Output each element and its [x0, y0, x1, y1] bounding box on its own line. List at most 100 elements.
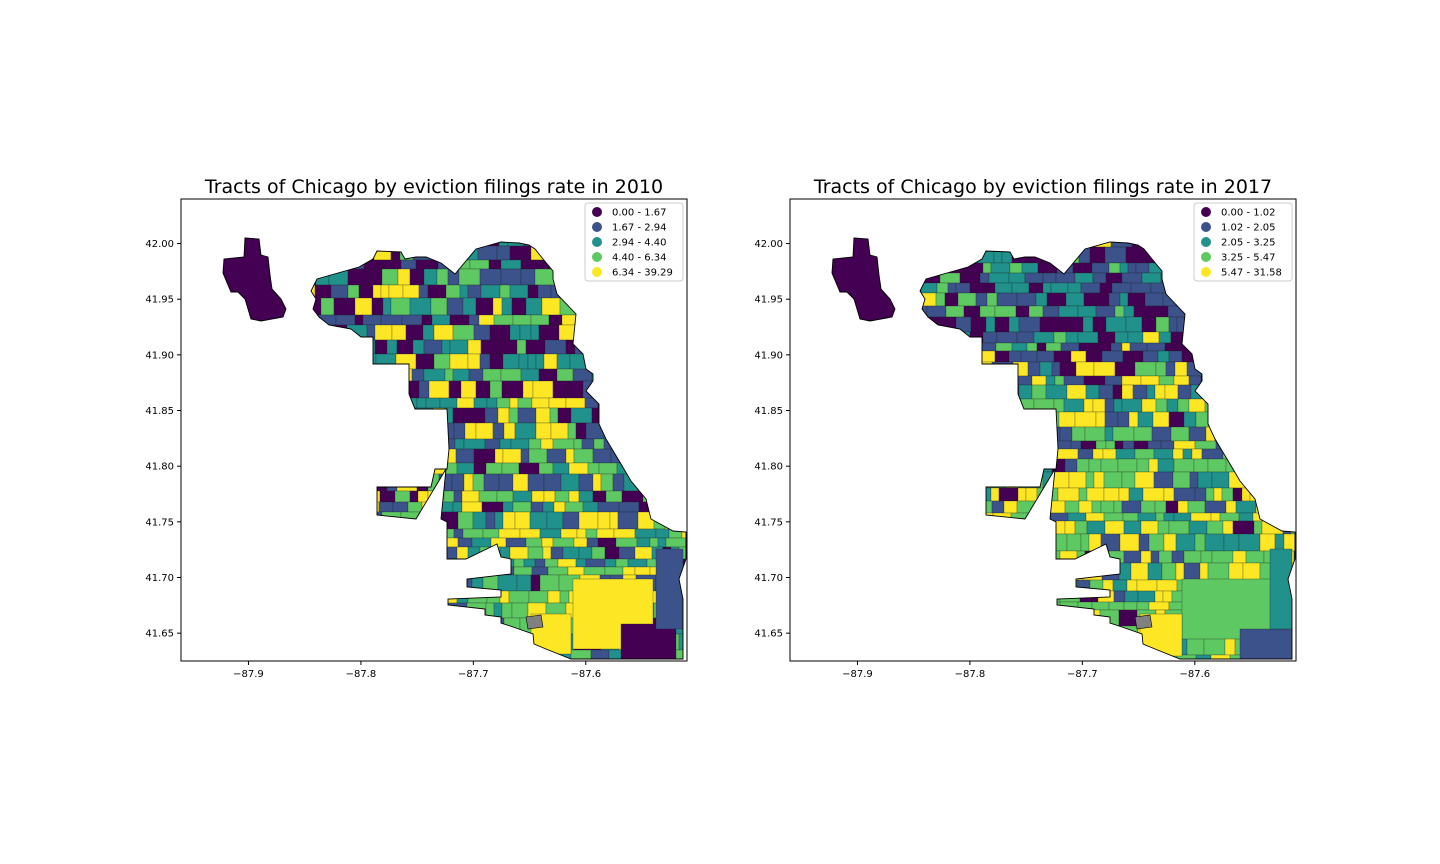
tract-cell	[400, 259, 417, 270]
tract-cell	[1121, 500, 1142, 514]
tract-cell	[548, 314, 563, 326]
legend-swatch	[592, 222, 602, 232]
tract-cell	[1104, 520, 1125, 535]
tract-cell	[1098, 384, 1114, 400]
tract-cell	[546, 511, 564, 530]
tract-cell	[979, 272, 990, 284]
tract-cell	[945, 305, 965, 318]
tract-cell	[1274, 533, 1285, 552]
tract-cell	[1153, 305, 1169, 318]
tract-cell	[354, 297, 373, 316]
tract-cell	[1195, 654, 1212, 659]
tract-cell	[473, 324, 491, 341]
tract-cell	[1125, 316, 1143, 333]
tract-cell	[379, 490, 396, 503]
tract-cell	[687, 439, 699, 449]
tract-cell	[512, 314, 532, 326]
tract-cell	[1025, 487, 1038, 502]
tract-cell	[549, 407, 559, 424]
tract-cell	[371, 297, 384, 316]
tract-cell	[1153, 448, 1174, 460]
tract-cell	[523, 558, 536, 568]
tract-cell	[1134, 448, 1155, 460]
tract-cell	[634, 528, 657, 539]
tract-cell	[544, 339, 567, 355]
tract-cell	[1293, 550, 1295, 564]
tract-cell	[1141, 316, 1157, 333]
tract-cell	[586, 537, 599, 548]
tract-cell	[457, 511, 474, 530]
tract-cell	[970, 316, 987, 333]
tract-cell	[1105, 316, 1127, 333]
tract-cell	[480, 284, 501, 299]
tract-cell	[388, 284, 404, 299]
tract-cell	[1298, 293, 1318, 306]
tract-cell	[1121, 375, 1142, 386]
tract-cell	[1173, 487, 1196, 502]
tract-cell	[443, 490, 455, 503]
tract-cell	[593, 438, 605, 450]
tract-cell	[492, 297, 503, 316]
tract-cell	[1134, 471, 1155, 489]
tract-cell	[1083, 292, 1098, 307]
tract-cell	[1152, 411, 1170, 428]
tract-cell	[1100, 458, 1119, 473]
tract-cell	[689, 575, 697, 591]
tract-cell	[634, 546, 653, 560]
tract-cell	[1103, 512, 1124, 522]
tract-cell	[685, 314, 686, 326]
tract-cell	[1239, 628, 1293, 659]
tract-cell	[330, 284, 349, 299]
tract-cell	[1037, 262, 1049, 274]
tract-cell	[409, 297, 432, 316]
tract-cell	[433, 353, 451, 370]
no-data-tract	[525, 614, 544, 630]
tract-cell	[1086, 487, 1105, 502]
tract-cell	[421, 314, 433, 326]
tract-cell	[314, 284, 332, 299]
tract-cell	[1126, 579, 1138, 592]
tract-cell	[449, 339, 469, 355]
tract-cell	[358, 284, 374, 299]
tract-cell	[1127, 262, 1137, 274]
map-title: Tracts of Chicago by eviction filings ra…	[204, 176, 663, 198]
tract-cell	[1031, 375, 1047, 386]
tract-cell	[615, 537, 638, 548]
tract-cell	[518, 353, 529, 370]
tract-cell	[513, 558, 525, 568]
tract-cell	[1171, 550, 1185, 564]
tract-cell	[418, 380, 430, 399]
tract-cell	[441, 339, 451, 355]
tract-cell	[473, 397, 488, 409]
tract-cell	[534, 558, 546, 568]
tract-cell	[1119, 292, 1129, 307]
tract-cell	[657, 537, 667, 548]
tract-cell	[1140, 520, 1159, 535]
tract-cell	[1091, 262, 1110, 274]
tract-cell	[509, 245, 532, 261]
tract-cell	[1089, 246, 1106, 264]
tract-cell	[1188, 426, 1207, 442]
tract-cell	[519, 528, 541, 539]
tract-cell	[1039, 316, 1059, 333]
legend-swatch	[1201, 222, 1211, 232]
tract-cell	[998, 487, 1019, 502]
tract-cell	[1253, 520, 1263, 535]
tract-cell	[592, 490, 607, 503]
tract-cell	[1003, 500, 1018, 514]
tract-cell	[1078, 500, 1093, 514]
tract-cell	[1172, 471, 1191, 489]
tract-cell	[1092, 398, 1106, 413]
tract-cell	[472, 511, 487, 530]
tract-cell	[621, 490, 644, 503]
tract-cell	[499, 438, 512, 450]
tract-cell	[485, 462, 503, 475]
tract-cell	[1045, 384, 1068, 400]
tract-cell	[418, 284, 429, 299]
tract-cell	[1115, 448, 1136, 460]
tract-cell	[1114, 361, 1136, 377]
y-tick-label: 41.80	[754, 462, 783, 473]
tract-cell	[612, 473, 625, 492]
tract-cell	[543, 353, 558, 370]
tract-cell	[564, 501, 584, 513]
